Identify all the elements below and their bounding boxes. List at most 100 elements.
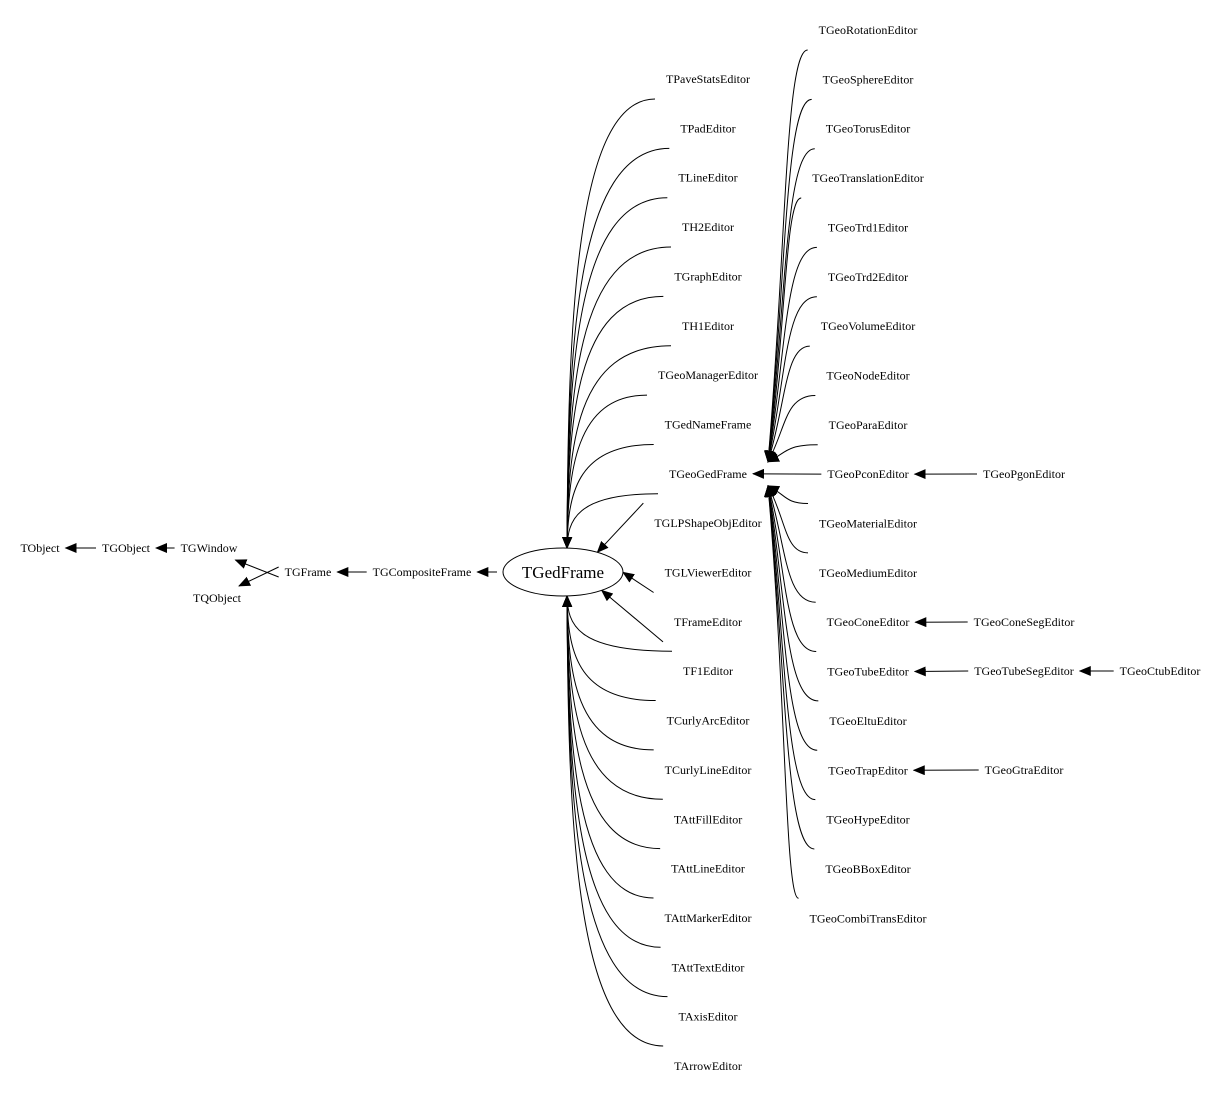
class-node-t-geo-medium-editor[interactable]: TGeoMediumEditor [819,566,917,580]
class-node-t-pad-editor[interactable]: TPadEditor [680,121,735,135]
inheritance-edge-t-geo-trd1-editor-to-t-geo-ged-frame [764,246,817,463]
class-label: TAttMarkerEditor [664,911,751,925]
class-label: TGWindow [181,541,238,555]
class-node-t-geo-ged-frame[interactable]: TGeoGedFrame [669,467,747,481]
inheritance-edge-t-graph-editor-to-t-ged-frame [562,295,664,549]
inheritance-edge-t-ged-name-frame-to-t-ged-frame [562,443,654,549]
class-label: TH1Editor [682,319,734,333]
class-node-t-geo-manager-editor[interactable]: TGeoManagerEditor [658,368,758,382]
class-label: TAxisEditor [678,1010,737,1024]
inheritance-edge-t-geo-hype-editor-to-t-geo-ged-frame [764,484,816,801]
class-node-tg-composite-frame[interactable]: TGCompositeFrame [373,565,472,579]
class-node-t-line-editor[interactable]: TLineEditor [678,171,737,185]
class-label: TGeoPconEditor [827,467,908,481]
class-node-t-geo-pgon-editor[interactable]: TGeoPgonEditor [983,467,1065,481]
class-node-t-geo-tube-editor[interactable]: TGeoTubeEditor [827,665,909,679]
class-node-tf1-editor[interactable]: TF1Editor [683,664,733,678]
class-label: TH2Editor [682,220,734,234]
class-node-tq-object[interactable]: TQObject [193,591,242,605]
class-node-t-att-text-editor[interactable]: TAttTextEditor [672,960,745,974]
class-node-t-graph-editor[interactable]: TGraphEditor [674,269,741,283]
class-node-t-geo-node-editor[interactable]: TGeoNodeEditor [826,368,909,382]
class-label: TGeoCtubEditor [1120,664,1201,678]
class-node-t-ged-name-frame[interactable]: TGedNameFrame [665,417,752,431]
class-label: TGeoPgonEditor [983,467,1065,481]
inheritance-edge-t-line-editor-to-t-ged-frame [562,197,668,549]
class-node-t-curly-line-editor[interactable]: TCurlyLineEditor [665,763,752,777]
class-node-t-geo-sphere-editor[interactable]: TGeoSphereEditor [823,72,914,86]
class-node-t-geo-b-box-editor[interactable]: TGeoBBoxEditor [825,862,910,876]
root-node-ellipse [502,547,624,597]
class-label: TGeoMediumEditor [819,566,917,580]
class-label: TQObject [193,591,242,605]
class-node-th2-editor[interactable]: TH2Editor [682,220,734,234]
inheritance-edge-t-geo-para-editor-to-t-geo-ged-frame [767,444,818,463]
class-label: TGraphEditor [674,269,741,283]
class-node-t-att-line-editor[interactable]: TAttLineEditor [671,862,745,876]
class-node-t-geo-combi-trans-editor[interactable]: TGeoCombiTransEditor [810,911,927,925]
inheritance-edge-t-geo-b-box-editor-to-t-geo-ged-frame [764,484,815,850]
class-node-t-geo-trd2-editor[interactable]: TGeoTrd2Editor [828,270,908,284]
class-node-t-geo-cone-seg-editor[interactable]: TGeoConeSegEditor [974,615,1075,629]
inheritance-edge-t-geo-eltu-editor-to-t-geo-ged-frame [764,484,819,702]
class-node-t-geo-volume-editor[interactable]: TGeoVolumeEditor [821,319,915,333]
class-label: TGeoTrd1Editor [828,220,908,234]
nodes: TObject TGObject TGWindow TQObject TGFrame TG… [20,23,1200,1073]
class-node-t-arrow-editor[interactable]: TArrowEditor [674,1059,742,1073]
class-node-t-att-marker-editor[interactable]: TAttMarkerEditor [664,911,751,925]
class-node-t-curly-arc-editor[interactable]: TCurlyArcEditor [667,714,750,728]
class-label: TObject [20,541,60,555]
class-node-t-geo-material-editor[interactable]: TGeoMaterialEditor [819,517,917,531]
class-label: TGeoParaEditor [829,418,908,432]
class-node-t-geo-hype-editor[interactable]: TGeoHypeEditor [826,813,909,827]
class-node-t-geo-ctub-editor[interactable]: TGeoCtubEditor [1120,664,1201,678]
class-node-t-frame-editor[interactable]: TFrameEditor [674,615,742,629]
class-node-tg-object[interactable]: TGObject [102,541,151,555]
class-label: TLineEditor [678,171,737,185]
class-node-t-geo-torus-editor[interactable]: TGeoTorusEditor [826,122,910,136]
inheritance-edge-tglp-shape-obj-editor-to-t-ged-frame [596,502,644,554]
class-node-t-geo-tube-seg-editor[interactable]: TGeoTubeSegEditor [974,664,1074,678]
class-label: TAttTextEditor [672,960,745,974]
class-node-t-geo-para-editor[interactable]: TGeoParaEditor [829,418,908,432]
class-node-t-geo-translation-editor[interactable]: TGeoTranslationEditor [812,171,924,185]
class-label: TGeoHypeEditor [826,813,909,827]
class-label: TGeoRotationEditor [819,23,918,37]
inheritance-edge-t-arrow-editor-to-t-ged-frame [562,595,664,1047]
class-label: TGeoEltuEditor [829,714,906,728]
class-node-t-geo-rotation-editor[interactable]: TGeoRotationEditor [819,23,918,37]
class-node-t-ged-frame[interactable]: TGedFrame [502,547,624,597]
class-node-tg-window[interactable]: TGWindow [181,541,238,555]
class-label: TPaveStatsEditor [666,72,750,86]
class-node-t-att-fill-editor[interactable]: TAttFillEditor [674,812,742,826]
class-node-t-pave-stats-editor[interactable]: TPaveStatsEditor [666,72,750,86]
class-node-t-geo-eltu-editor[interactable]: TGeoEltuEditor [829,714,906,728]
inheritance-edge-tg-frame-to-tg-window [234,559,279,578]
inheritance-edge-t-geo-ged-frame-to-t-ged-frame [562,493,659,549]
class-node-t-geo-cone-editor[interactable]: TGeoConeEditor [827,615,910,629]
class-label: TGedNameFrame [665,417,752,431]
inheritance-edge-tg-frame-to-tq-object [238,566,279,587]
class-node-th1-editor[interactable]: TH1Editor [682,319,734,333]
class-label: TCurlyArcEditor [667,714,750,728]
class-label: TGeoTubeSegEditor [974,664,1074,678]
class-label: TGeoTrd2Editor [828,270,908,284]
class-node-t-object[interactable]: TObject [20,541,60,555]
inheritance-edge-t-axis-editor-to-t-ged-frame [562,595,668,998]
class-label: TGeoConeSegEditor [974,615,1075,629]
class-node-t-geo-pcon-editor[interactable]: TGeoPconEditor [827,467,908,481]
inheritance-edge-t-curly-arc-editor-to-t-ged-frame [562,595,656,702]
class-node-t-geo-trd1-editor[interactable]: TGeoTrd1Editor [828,220,908,234]
class-node-tgl-viewer-editor[interactable]: TGLViewerEditor [665,566,752,580]
class-node-t-geo-trap-editor[interactable]: TGeoTrapEditor [828,763,908,777]
class-node-t-axis-editor[interactable]: TAxisEditor [678,1010,737,1024]
class-node-tglp-shape-obj-editor[interactable]: TGLPShapeObjEditor [654,516,761,530]
class-node-t-geo-gtra-editor[interactable]: TGeoGtraEditor [985,763,1064,777]
class-label: TGeoTubeEditor [827,665,909,679]
class-node-tg-frame[interactable]: TGFrame [285,565,332,579]
inheritance-edge-t-geo-cone-editor-to-t-geo-ged-frame [766,484,816,603]
class-label: TGeoCombiTransEditor [810,911,927,925]
class-label: TGLViewerEditor [665,566,752,580]
inheritance-edge-t-geo-translation-editor-to-t-geo-ged-frame [764,197,802,463]
